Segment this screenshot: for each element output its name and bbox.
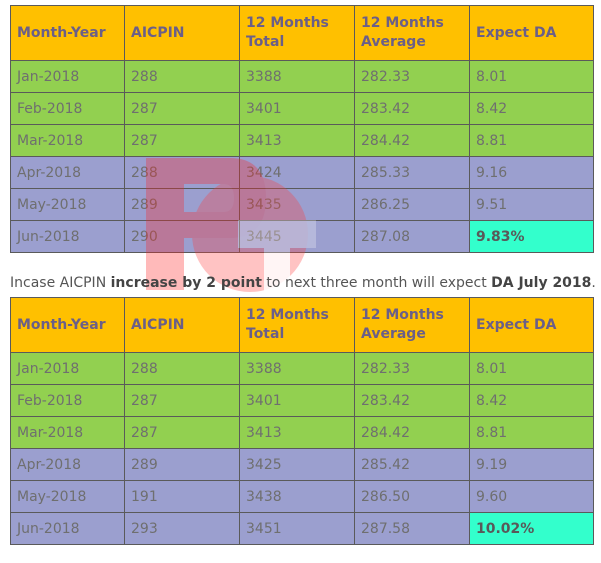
cell-da: 8.42 — [469, 384, 594, 417]
header-12-months-average: 12 Months Average — [354, 297, 470, 353]
header-expect-da: Expect DA — [469, 297, 594, 353]
table-row: Jun-2018 293 3451 287.58 10.02% — [10, 512, 594, 545]
da-table-current: Month-Year AICPIN 12 Months Total 12 Mon… — [10, 5, 594, 253]
note-text: to next three month will expect — [261, 275, 492, 291]
table-row: Apr-2018 289 3425 285.42 9.19 — [10, 448, 594, 481]
cell-month: Jun-2018 — [10, 512, 125, 545]
table-row: May-2018 289 3435 286.25 9.51 — [10, 188, 594, 221]
cell-average: 284.42 — [354, 124, 470, 157]
cell-aicpin: 289 — [124, 448, 240, 481]
cell-total: 3424 — [239, 156, 355, 189]
cell-total: 3445 — [239, 220, 355, 253]
header-12-months-average: 12 Months Average — [354, 5, 470, 61]
cell-aicpin: 290 — [124, 220, 240, 253]
cell-average: 282.33 — [354, 60, 470, 93]
cell-month: May-2018 — [10, 188, 125, 221]
cell-average: 282.33 — [354, 352, 470, 385]
cell-total: 3401 — [239, 92, 355, 125]
note-bold-increase: increase by 2 point — [110, 275, 262, 291]
cell-month: Feb-2018 — [10, 384, 125, 417]
cell-total: 3435 — [239, 188, 355, 221]
table-row: Mar-2018 287 3413 284.42 8.81 — [10, 416, 594, 449]
cell-total: 3451 — [239, 512, 355, 545]
cell-month: Jan-2018 — [10, 352, 125, 385]
table-row: Feb-2018 287 3401 283.42 8.42 — [10, 92, 594, 125]
cell-average: 286.50 — [354, 480, 470, 513]
cell-average: 283.42 — [354, 92, 470, 125]
header-month-year: Month-Year — [10, 297, 125, 353]
cell-total: 3413 — [239, 124, 355, 157]
table-row: Mar-2018 287 3413 284.42 8.81 — [10, 124, 594, 157]
cell-aicpin: 191 — [124, 480, 240, 513]
table-row: Feb-2018 287 3401 283.42 8.42 — [10, 384, 594, 417]
cell-total: 3413 — [239, 416, 355, 449]
note-text: . — [591, 275, 596, 291]
cell-da: 8.01 — [469, 60, 594, 93]
cell-month: Feb-2018 — [10, 92, 125, 125]
cell-month: Apr-2018 — [10, 448, 125, 481]
projection-note: Incase AICPIN increase by 2 point to nex… — [10, 275, 596, 291]
cell-month: May-2018 — [10, 480, 125, 513]
cell-total: 3425 — [239, 448, 355, 481]
cell-aicpin: 287 — [124, 384, 240, 417]
table-row: Apr-2018 288 3424 285.33 9.16 — [10, 156, 594, 189]
cell-average: 287.08 — [354, 220, 470, 253]
cell-average: 284.42 — [354, 416, 470, 449]
cell-average: 285.33 — [354, 156, 470, 189]
cell-total: 3388 — [239, 60, 355, 93]
table-row: Jan-2018 288 3388 282.33 8.01 — [10, 352, 594, 385]
cell-aicpin: 288 — [124, 352, 240, 385]
da-table-projected: Month-Year AICPIN 12 Months Total 12 Mon… — [10, 297, 594, 545]
header-expect-da: Expect DA — [469, 5, 594, 61]
cell-aicpin: 287 — [124, 92, 240, 125]
cell-month: Mar-2018 — [10, 416, 125, 449]
note-text: Incase AICPIN — [10, 275, 111, 291]
header-month-year: Month-Year — [10, 5, 125, 61]
cell-aicpin: 288 — [124, 156, 240, 189]
cell-da-expected: 10.02% — [469, 512, 594, 545]
cell-average: 283.42 — [354, 384, 470, 417]
cell-month: Apr-2018 — [10, 156, 125, 189]
table-header-row: Month-Year AICPIN 12 Months Total 12 Mon… — [10, 5, 594, 61]
cell-da: 9.16 — [469, 156, 594, 189]
cell-aicpin: 287 — [124, 416, 240, 449]
cell-aicpin: 287 — [124, 124, 240, 157]
cell-month: Mar-2018 — [10, 124, 125, 157]
cell-average: 286.25 — [354, 188, 470, 221]
cell-average: 285.42 — [354, 448, 470, 481]
header-aicpin: AICPIN — [124, 297, 240, 353]
header-aicpin: AICPIN — [124, 5, 240, 61]
table-row: May-2018 191 3438 286.50 9.60 — [10, 480, 594, 513]
cell-total: 3438 — [239, 480, 355, 513]
cell-da: 9.19 — [469, 448, 594, 481]
table-row: Jun-2018 290 3445 287.08 9.83% — [10, 220, 594, 253]
cell-da: 8.01 — [469, 352, 594, 385]
cell-total: 3401 — [239, 384, 355, 417]
header-12-months-total: 12 Months Total — [239, 5, 355, 61]
cell-da: 8.81 — [469, 416, 594, 449]
cell-total: 3388 — [239, 352, 355, 385]
cell-average: 287.58 — [354, 512, 470, 545]
cell-da: 9.60 — [469, 480, 594, 513]
cell-da: 9.51 — [469, 188, 594, 221]
header-12-months-total: 12 Months Total — [239, 297, 355, 353]
cell-da-expected: 9.83% — [469, 220, 594, 253]
note-bold-da-july: DA July 2018 — [491, 275, 592, 291]
table-row: Jan-2018 288 3388 282.33 8.01 — [10, 60, 594, 93]
cell-aicpin: 289 — [124, 188, 240, 221]
table-header-row: Month-Year AICPIN 12 Months Total 12 Mon… — [10, 297, 594, 353]
cell-month: Jan-2018 — [10, 60, 125, 93]
cell-da: 8.81 — [469, 124, 594, 157]
cell-da: 8.42 — [469, 92, 594, 125]
cell-aicpin: 293 — [124, 512, 240, 545]
cell-month: Jun-2018 — [10, 220, 125, 253]
cell-aicpin: 288 — [124, 60, 240, 93]
